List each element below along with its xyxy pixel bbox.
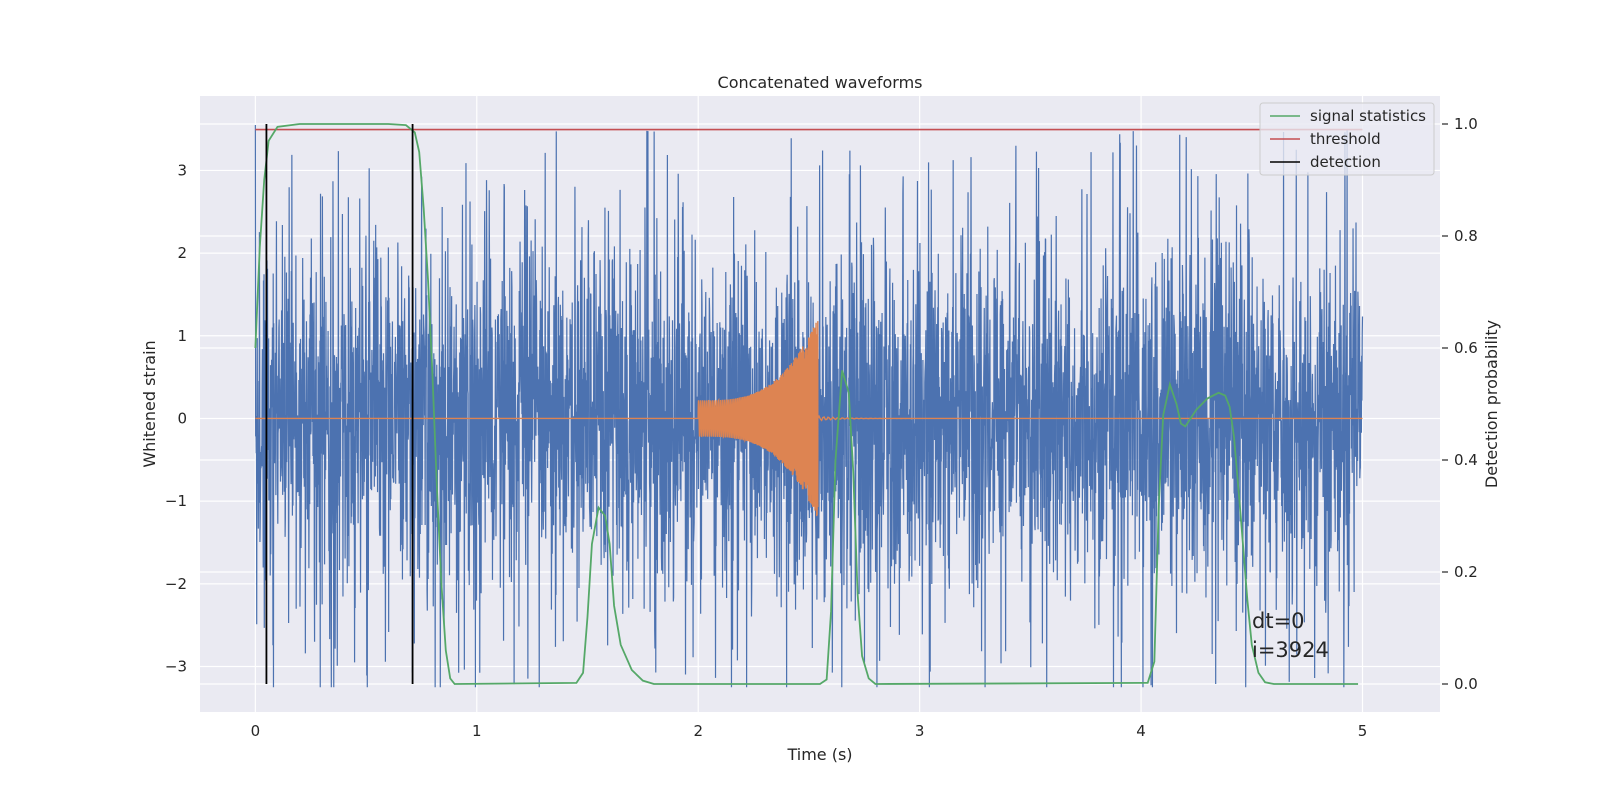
annotation-index: i=3924 <box>1252 638 1329 662</box>
y-tick-label: 3 <box>177 161 187 179</box>
y2-tick-label: 0.8 <box>1454 227 1478 245</box>
y-axis-label: Whitened strain <box>140 340 159 467</box>
y-tick-label: 1 <box>177 327 187 345</box>
signal-statistics-line <box>254 123 1359 685</box>
tick-labels: 0 1 2 3 4 5 −3 −2 −1 0 1 2 3 0.0 0.2 0.4 0.6 0.8 1.0 <box>165 115 1478 740</box>
annotation-dt: dt=0 <box>1252 609 1305 633</box>
template-series-line <box>255 321 1363 517</box>
y2-tick-label: 0.6 <box>1454 339 1478 357</box>
y2-axis-label: Detection probability <box>1482 320 1501 488</box>
x-tick-label: 1 <box>472 722 482 740</box>
y-tick-label: −2 <box>165 575 187 593</box>
y-tick-label: 0 <box>177 409 187 427</box>
legend: signal statistics threshold detection <box>1259 102 1435 176</box>
y2-tick-label: 0.2 <box>1454 563 1478 581</box>
x-tick-label: 2 <box>693 722 703 740</box>
y-tick-label: −1 <box>165 492 187 510</box>
y-tick-label: −3 <box>165 658 187 676</box>
x-tick-label: 3 <box>915 722 925 740</box>
legend-label-signal-statistics: signal statistics <box>1310 107 1426 125</box>
legend-label-threshold: threshold <box>1310 130 1381 148</box>
x-axis-label: Time (s) <box>786 745 852 764</box>
legend-label-detection: detection <box>1310 153 1381 171</box>
x-tick-label: 4 <box>1136 722 1146 740</box>
chart-title: Concatenated waveforms <box>718 73 923 92</box>
y2-tick-label: 0.0 <box>1454 675 1478 693</box>
y2-tick-label: 0.4 <box>1454 451 1478 469</box>
y2-tick-label: 1.0 <box>1454 115 1478 133</box>
x-tick-label: 0 <box>251 722 261 740</box>
x-tick-label: 5 <box>1358 722 1368 740</box>
plot-series <box>254 123 1364 688</box>
legend-box <box>1259 102 1435 176</box>
y-tick-label: 2 <box>177 244 187 262</box>
